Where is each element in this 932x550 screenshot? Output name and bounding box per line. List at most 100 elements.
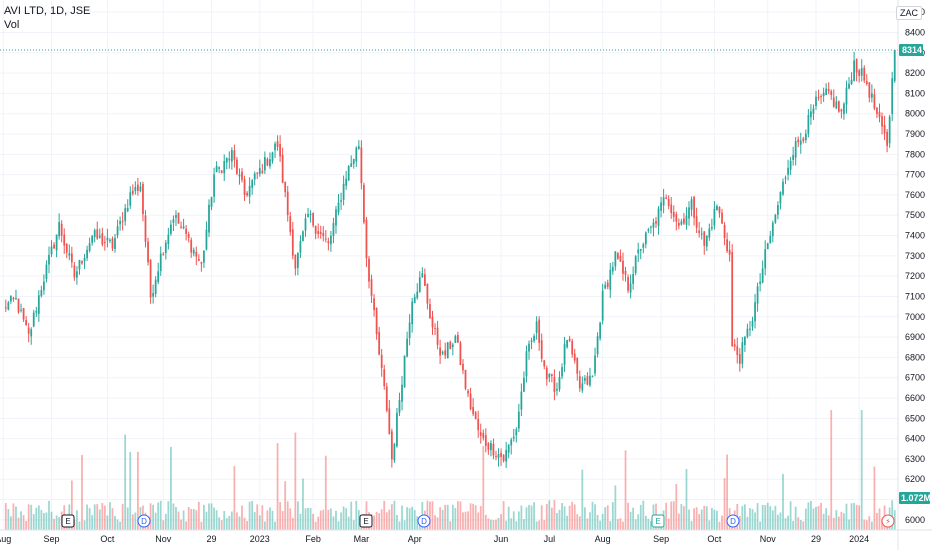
candle-body xyxy=(220,170,223,173)
volume-bar xyxy=(159,500,162,530)
candle-body xyxy=(609,269,612,290)
candle-body xyxy=(472,407,475,414)
volume-bar xyxy=(408,508,411,530)
earnings-icon xyxy=(61,514,75,528)
volume-bar xyxy=(124,434,127,530)
candle-body xyxy=(644,232,647,245)
volume-bar xyxy=(721,515,723,530)
candle-body xyxy=(883,124,886,134)
volume-bar xyxy=(197,501,200,530)
candle-body xyxy=(502,454,505,461)
candle-body xyxy=(197,259,200,261)
candle-body xyxy=(233,150,236,160)
volume-bar xyxy=(507,506,510,530)
volume-bar xyxy=(126,507,129,530)
volume-bar xyxy=(561,503,563,530)
candle-body xyxy=(236,159,238,174)
candle-body xyxy=(853,60,855,81)
dividend-icon xyxy=(726,514,740,528)
candle-body xyxy=(573,353,576,361)
candle-body xyxy=(710,226,713,229)
candle-body xyxy=(728,249,731,255)
candle-body xyxy=(177,212,180,224)
price-tick-label: 7200 xyxy=(905,271,925,281)
volume-bar xyxy=(312,513,315,530)
candle-body xyxy=(736,346,739,356)
price-axis[interactable]: 6000610062006300640065006600670068006900… xyxy=(897,0,931,550)
candle-body xyxy=(266,159,269,166)
volume-bar xyxy=(520,505,523,530)
candle-body xyxy=(698,230,701,233)
candle-body xyxy=(652,222,655,228)
volume-bar xyxy=(632,507,635,530)
volume-bar xyxy=(175,506,177,530)
candle-body xyxy=(878,112,881,118)
currency-badge[interactable]: ZAC xyxy=(896,6,922,20)
volume-bar xyxy=(200,521,203,530)
candle-body xyxy=(660,202,662,211)
volume-bar xyxy=(449,521,452,530)
volume-bar xyxy=(500,514,502,530)
price-tick-label: 6200 xyxy=(905,474,925,484)
volume-bar xyxy=(86,504,88,530)
candle-body xyxy=(70,253,73,263)
volume-bar xyxy=(756,503,759,530)
volume-bar xyxy=(40,510,43,530)
volume-bar xyxy=(70,480,73,530)
volume-bar xyxy=(385,512,388,530)
symbol-title[interactable]: AVI LTD, 1D, JSE xyxy=(4,5,91,17)
volume-bar xyxy=(723,478,726,530)
candle-body xyxy=(462,363,464,371)
price-tick-label: 8400 xyxy=(905,27,925,37)
candle-body xyxy=(777,205,779,215)
candle-body xyxy=(93,230,96,238)
volume-bar xyxy=(705,506,708,530)
volume-bar xyxy=(743,504,746,530)
volume-bar xyxy=(32,514,35,530)
candle-body xyxy=(850,79,853,85)
candle-body xyxy=(530,340,533,342)
candle-body xyxy=(632,273,635,284)
candle-body xyxy=(423,274,426,286)
volume-bar xyxy=(576,514,579,530)
volume-bar xyxy=(48,500,50,530)
candle-body xyxy=(162,254,165,256)
candle-body xyxy=(304,218,307,231)
candle-body xyxy=(523,377,525,392)
volume-bar xyxy=(472,503,475,530)
candle-body xyxy=(22,308,25,320)
volume-legend-label[interactable]: Vol xyxy=(4,19,20,31)
candle-body xyxy=(426,283,429,304)
candle-body xyxy=(408,322,411,338)
volume-bar xyxy=(454,507,457,530)
candle-body xyxy=(421,273,424,278)
candle-body xyxy=(807,115,810,134)
candle-body xyxy=(891,78,894,115)
dividend-label: D xyxy=(421,517,427,526)
candle-body xyxy=(319,231,322,234)
volume-bar xyxy=(815,506,817,530)
volume-bar xyxy=(637,514,640,530)
volume-bar xyxy=(817,505,820,530)
volume-bar xyxy=(223,511,226,530)
time-axis[interactable]: Aug Sep Oct Nov 29 2023 Feb Mar Apr Jun Jul Aug Sep O… xyxy=(0,529,932,544)
last-price-label: 8314 xyxy=(902,45,922,55)
volume-bar xyxy=(873,466,876,530)
split-label: ⚡ xyxy=(885,517,891,526)
volume-bar xyxy=(388,509,391,530)
volume-bar xyxy=(340,512,342,530)
candle-body xyxy=(418,277,421,292)
candle-body xyxy=(837,101,840,112)
volume-bar xyxy=(634,519,637,530)
candle-body xyxy=(774,214,777,223)
volume-bar xyxy=(845,503,848,530)
volume-bar xyxy=(281,510,284,530)
candle-body xyxy=(810,111,812,118)
volume-bar xyxy=(490,519,492,530)
volume-bar xyxy=(380,509,383,530)
candle-body xyxy=(142,183,144,215)
volume-bar xyxy=(771,510,774,530)
candle-body xyxy=(705,235,708,247)
volume-bar xyxy=(291,517,294,530)
